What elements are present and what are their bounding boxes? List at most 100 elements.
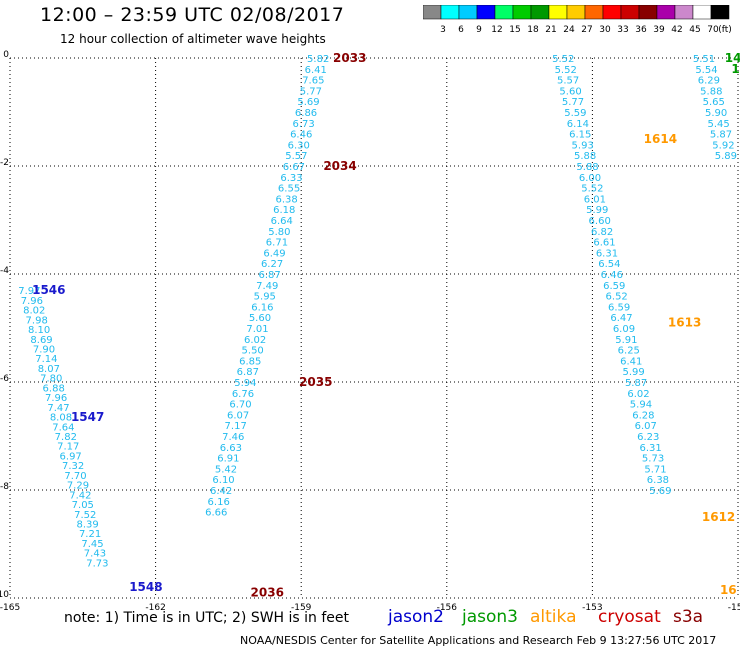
wave-height-value: 5.71 xyxy=(644,464,666,475)
wave-height-value: 6.67 xyxy=(283,162,305,173)
legend-swatch xyxy=(656,5,676,20)
legend-swatch xyxy=(512,5,532,20)
wave-height-value: 5.80 xyxy=(268,227,290,238)
wave-height-value: 5.52 xyxy=(552,54,574,65)
wave-height-value: 5.88 xyxy=(576,162,598,173)
credit-line: NOAA/NESDIS Center for Satellite Applica… xyxy=(240,634,717,647)
y-tick-label: -2 xyxy=(0,158,9,168)
legend-swatch xyxy=(692,5,712,20)
wave-height-value: 5.52 xyxy=(581,184,603,195)
legend-label: 33 xyxy=(617,25,628,35)
wave-height-value: 6.59 xyxy=(608,302,630,313)
y-tick-label: -10 xyxy=(0,590,9,600)
pass-time-label: 16 xyxy=(720,583,737,597)
legend-label: 21 xyxy=(545,25,556,35)
pass-time-label: 1548 xyxy=(129,580,162,594)
wave-height-value: 7.45 xyxy=(81,539,103,550)
pass-time-label: 1614 xyxy=(644,132,677,146)
legend-swatch xyxy=(423,5,442,20)
wave-height-value: 7.05 xyxy=(72,500,94,511)
wave-height-value: 7.17 xyxy=(225,421,247,432)
wave-height-value: 6.23 xyxy=(637,432,659,443)
wave-height-value: 6.16 xyxy=(208,497,230,508)
wave-height-value: 5.99 xyxy=(586,205,608,216)
pass-time-label: 2035 xyxy=(299,375,332,389)
wave-height-value: 6.25 xyxy=(618,346,640,357)
satellite-label-jason2: jason2 xyxy=(388,607,444,627)
satellite-label-jason3: jason3 xyxy=(462,607,518,627)
legend-label: 42 xyxy=(671,25,682,35)
wave-height-value: 5.69 xyxy=(649,486,671,497)
wave-height-value: 5.94 xyxy=(630,400,652,411)
wave-height-value: 7.46 xyxy=(222,432,244,443)
wave-height-value: 8.10 xyxy=(28,325,50,336)
wave-height-value: 5.82 xyxy=(307,54,329,65)
wave-height-value: 5.90 xyxy=(705,108,727,119)
legend-swatch xyxy=(458,5,478,20)
wave-height-value: 6.97 xyxy=(60,451,82,462)
wave-height-value: 7.73 xyxy=(86,558,108,569)
legend-swatch xyxy=(584,5,604,20)
pass-time-label: 2036 xyxy=(251,586,284,600)
wave-height-value: 6.02 xyxy=(244,335,266,346)
wave-height-value: 6.46 xyxy=(290,130,312,141)
wave-height-value: 6.31 xyxy=(640,443,662,454)
legend-label: 3 xyxy=(440,25,446,35)
legend-swatch xyxy=(494,5,514,20)
wave-height-value: 8.69 xyxy=(30,335,52,346)
wave-height-value: 6.41 xyxy=(305,65,327,76)
wave-height-value: 5.95 xyxy=(254,292,276,303)
wave-height-value: 6.47 xyxy=(610,313,632,324)
wave-height-value: 6.02 xyxy=(627,389,649,400)
legend-label: 27 xyxy=(581,25,592,35)
pass-time-label: 1 xyxy=(731,62,739,76)
legend-label: 39 xyxy=(653,25,665,35)
wave-height-value: 8.39 xyxy=(77,519,99,530)
x-tick-label: -165 xyxy=(0,603,20,613)
legend-label: 30 xyxy=(599,25,611,35)
wave-height-value: 7.82 xyxy=(55,432,77,443)
wave-height-value: 7.21 xyxy=(79,529,101,540)
wave-height-value: 7.52 xyxy=(74,510,96,521)
wave-height-value: 6.54 xyxy=(598,259,620,270)
wave-height-value: 6.42 xyxy=(210,486,232,497)
wave-height-value: 7.90 xyxy=(33,345,55,356)
chart-subtitle: 12 hour collection of altimeter wave hei… xyxy=(60,32,326,46)
wave-height-value: 6.38 xyxy=(276,194,298,205)
wave-height-value: 6.18 xyxy=(273,205,295,216)
wave-height-value: 5.59 xyxy=(564,108,586,119)
wave-height-value: 7.47 xyxy=(47,403,69,414)
wave-height-value: 6.85 xyxy=(239,356,261,367)
wave-height-value: 5.89 xyxy=(715,151,737,162)
pass-time-label: 14 xyxy=(725,51,740,65)
wave-height-value: 6.41 xyxy=(620,356,642,367)
y-tick-label: 0 xyxy=(3,50,9,60)
wave-height-value: 6.14 xyxy=(567,119,589,130)
chart-title: 12:00 – 23:59 UTC 02/08/2017 xyxy=(40,4,345,26)
wave-height-value: 7.80 xyxy=(40,374,62,385)
wave-height-value: 6.63 xyxy=(220,443,242,454)
wave-height-value: 5.91 xyxy=(615,335,637,346)
wave-height-value: 6.61 xyxy=(593,238,615,249)
wave-height-value: 5.54 xyxy=(695,65,717,76)
wave-height-value: 6.70 xyxy=(229,400,251,411)
wave-height-value: 5.57 xyxy=(285,151,307,162)
wave-height-value: 7.96 xyxy=(45,393,67,404)
wave-height-value: 7.43 xyxy=(84,549,106,560)
wave-height-value: 7.29 xyxy=(67,481,89,492)
wave-height-value: 7.32 xyxy=(62,461,84,472)
legend-unit: (ft) xyxy=(718,25,732,35)
wave-height-value: 6.29 xyxy=(698,76,720,87)
wave-height-value: 6.33 xyxy=(280,173,302,184)
wave-height-value: 6.73 xyxy=(292,119,314,130)
wave-height-value: 7.96 xyxy=(21,296,43,307)
legend-label: 45 xyxy=(689,25,700,35)
wave-height-value: 7.70 xyxy=(64,471,86,482)
wave-height-value: 6.88 xyxy=(43,383,65,394)
y-tick-label: -4 xyxy=(0,266,9,276)
pass-time-label: 1547 xyxy=(71,410,104,424)
note-text: note: 1) Time is in UTC; 2) SWH is in fe… xyxy=(64,610,350,626)
legend-label: 15 xyxy=(509,25,520,35)
wave-height-value: 6.09 xyxy=(613,324,635,335)
wave-height-value: 8.07 xyxy=(38,364,60,375)
